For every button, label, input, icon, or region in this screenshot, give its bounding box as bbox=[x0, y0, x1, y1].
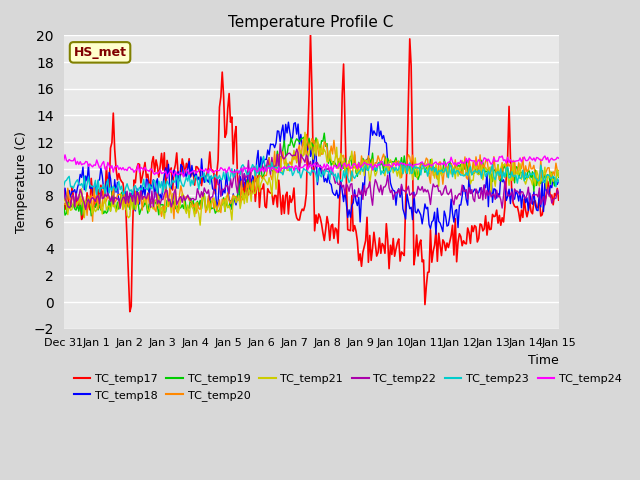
TC_temp20 bbox=[234, 197, 241, 203]
TC_temp21 bbox=[234, 197, 241, 203]
TC_temp20 bbox=[530, 162, 538, 168]
TC_temp22 bbox=[279, 155, 287, 161]
TC_temp23 bbox=[60, 183, 67, 189]
TC_temp21 bbox=[555, 174, 563, 180]
TC_temp19 bbox=[122, 207, 129, 213]
TC_temp20 bbox=[225, 198, 233, 204]
TC_temp22 bbox=[234, 190, 241, 196]
TC_temp17 bbox=[60, 201, 67, 206]
TC_temp24 bbox=[227, 168, 234, 174]
TC_temp17 bbox=[555, 197, 563, 203]
TC_temp19 bbox=[530, 188, 538, 194]
TC_temp20 bbox=[60, 202, 67, 207]
TC_temp18 bbox=[276, 139, 284, 144]
TC_temp22 bbox=[276, 141, 284, 146]
TC_temp17 bbox=[530, 199, 538, 204]
Line: TC_temp18: TC_temp18 bbox=[63, 122, 559, 234]
TC_temp21 bbox=[530, 173, 538, 179]
TC_temp23 bbox=[530, 170, 538, 176]
TC_temp22 bbox=[555, 191, 563, 197]
TC_temp19 bbox=[278, 154, 285, 160]
Text: HS_met: HS_met bbox=[74, 46, 127, 59]
TC_temp19 bbox=[234, 193, 241, 199]
TC_temp22 bbox=[82, 206, 90, 212]
TC_temp21 bbox=[225, 203, 233, 209]
TC_temp21 bbox=[301, 130, 309, 135]
TC_temp23 bbox=[234, 167, 241, 172]
TC_temp19 bbox=[60, 202, 67, 207]
Line: TC_temp21: TC_temp21 bbox=[63, 132, 559, 225]
TC_temp18 bbox=[60, 195, 67, 201]
TC_temp20 bbox=[89, 218, 97, 224]
Line: TC_temp19: TC_temp19 bbox=[63, 133, 559, 216]
TC_temp17 bbox=[120, 192, 128, 198]
TC_temp22 bbox=[122, 201, 129, 206]
TC_temp23 bbox=[555, 179, 563, 184]
TC_temp17 bbox=[234, 173, 241, 179]
Line: TC_temp20: TC_temp20 bbox=[63, 134, 559, 221]
TC_temp19 bbox=[225, 203, 233, 209]
TC_temp17 bbox=[209, 167, 216, 173]
TC_temp22 bbox=[209, 194, 216, 200]
TC_temp19 bbox=[209, 205, 216, 211]
TC_temp24 bbox=[235, 170, 243, 176]
TC_temp22 bbox=[530, 192, 538, 198]
TC_temp21 bbox=[196, 222, 204, 228]
TC_temp18 bbox=[530, 189, 538, 194]
TC_temp18 bbox=[232, 202, 240, 208]
TC_temp23 bbox=[225, 178, 233, 184]
TC_temp18 bbox=[555, 178, 563, 183]
TC_temp23 bbox=[279, 172, 287, 178]
TC_temp20 bbox=[555, 168, 563, 173]
TC_temp20 bbox=[209, 195, 216, 201]
TC_temp21 bbox=[278, 167, 285, 172]
TC_temp20 bbox=[122, 207, 129, 213]
TC_temp23 bbox=[260, 154, 268, 159]
TC_temp18 bbox=[120, 197, 128, 203]
Line: TC_temp22: TC_temp22 bbox=[63, 144, 559, 209]
TC_temp19 bbox=[555, 175, 563, 180]
Title: Temperature Profile C: Temperature Profile C bbox=[228, 15, 394, 30]
Legend: TC_temp17, TC_temp18, TC_temp19, TC_temp20, TC_temp21, TC_temp22, TC_temp23, TC_: TC_temp17, TC_temp18, TC_temp19, TC_temp… bbox=[69, 369, 626, 405]
TC_temp23 bbox=[209, 176, 216, 181]
Line: TC_temp23: TC_temp23 bbox=[63, 156, 559, 195]
TC_temp21 bbox=[209, 198, 216, 204]
TC_temp17 bbox=[307, 30, 314, 36]
TC_temp24 bbox=[60, 157, 67, 163]
TC_temp19 bbox=[88, 213, 95, 219]
TC_temp20 bbox=[303, 132, 310, 137]
TC_temp22 bbox=[60, 185, 67, 191]
Line: TC_temp24: TC_temp24 bbox=[63, 155, 559, 177]
TC_temp24 bbox=[279, 166, 287, 171]
TC_temp19 bbox=[321, 130, 328, 136]
TC_temp20 bbox=[278, 157, 285, 163]
TC_temp17 bbox=[126, 309, 134, 314]
Y-axis label: Temperature (C): Temperature (C) bbox=[15, 131, 28, 233]
TC_temp24 bbox=[555, 156, 563, 161]
TC_temp24 bbox=[530, 155, 538, 161]
TC_temp17 bbox=[225, 91, 233, 96]
TC_temp18 bbox=[207, 174, 215, 180]
TC_temp22 bbox=[225, 191, 233, 197]
TC_temp24 bbox=[210, 169, 218, 175]
TC_temp24 bbox=[163, 174, 171, 180]
TC_temp18 bbox=[374, 119, 382, 125]
TC_temp18 bbox=[432, 231, 440, 237]
TC_temp24 bbox=[61, 152, 69, 158]
TC_temp21 bbox=[60, 199, 67, 204]
X-axis label: Time: Time bbox=[528, 354, 559, 367]
Line: TC_temp17: TC_temp17 bbox=[63, 33, 559, 312]
TC_temp17 bbox=[278, 211, 285, 217]
TC_temp18 bbox=[224, 185, 232, 191]
TC_temp21 bbox=[120, 202, 128, 207]
TC_temp24 bbox=[122, 167, 129, 172]
TC_temp23 bbox=[122, 185, 129, 191]
TC_temp23 bbox=[93, 192, 100, 198]
